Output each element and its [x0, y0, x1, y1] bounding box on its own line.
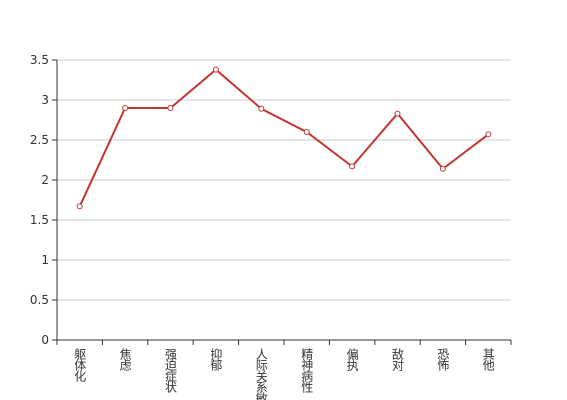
y-tick-label: 2.5: [30, 133, 49, 147]
y-tick-label: 1: [41, 253, 49, 267]
x-tick-label: 敌对: [391, 347, 405, 371]
line: [78, 68, 489, 207]
x-tick-label: 躯体化: [73, 347, 87, 383]
x-tick-label: 焦虑: [118, 348, 132, 371]
x-tick-label: 精神病性: [300, 348, 314, 394]
x-tick-label: 偏执: [345, 347, 359, 372]
point: [167, 105, 174, 111]
y-tick-label: 0.5: [30, 293, 49, 307]
point: [394, 110, 401, 117]
x-tick-label: 强迫症状: [164, 348, 178, 393]
x-tick-label: 恐怖: [436, 348, 450, 371]
y-tick-label: 3: [41, 93, 49, 107]
point: [122, 105, 129, 111]
y-tick-label: 2: [41, 173, 49, 187]
x-tick-label: 抑郁: [209, 347, 223, 372]
point: [258, 105, 265, 112]
y-tick-label: 3.5: [30, 53, 49, 67]
y-tick-label: 0: [41, 333, 49, 347]
y-tick-label: 1.5: [30, 213, 49, 227]
point: [485, 131, 492, 138]
point: [76, 203, 83, 210]
point: [439, 165, 446, 172]
point: [303, 129, 310, 135]
x-tick-label: 其他: [481, 348, 495, 371]
point: [212, 66, 219, 73]
point: [349, 163, 356, 170]
x-tick-label: 人际关系敏感: [254, 348, 268, 400]
